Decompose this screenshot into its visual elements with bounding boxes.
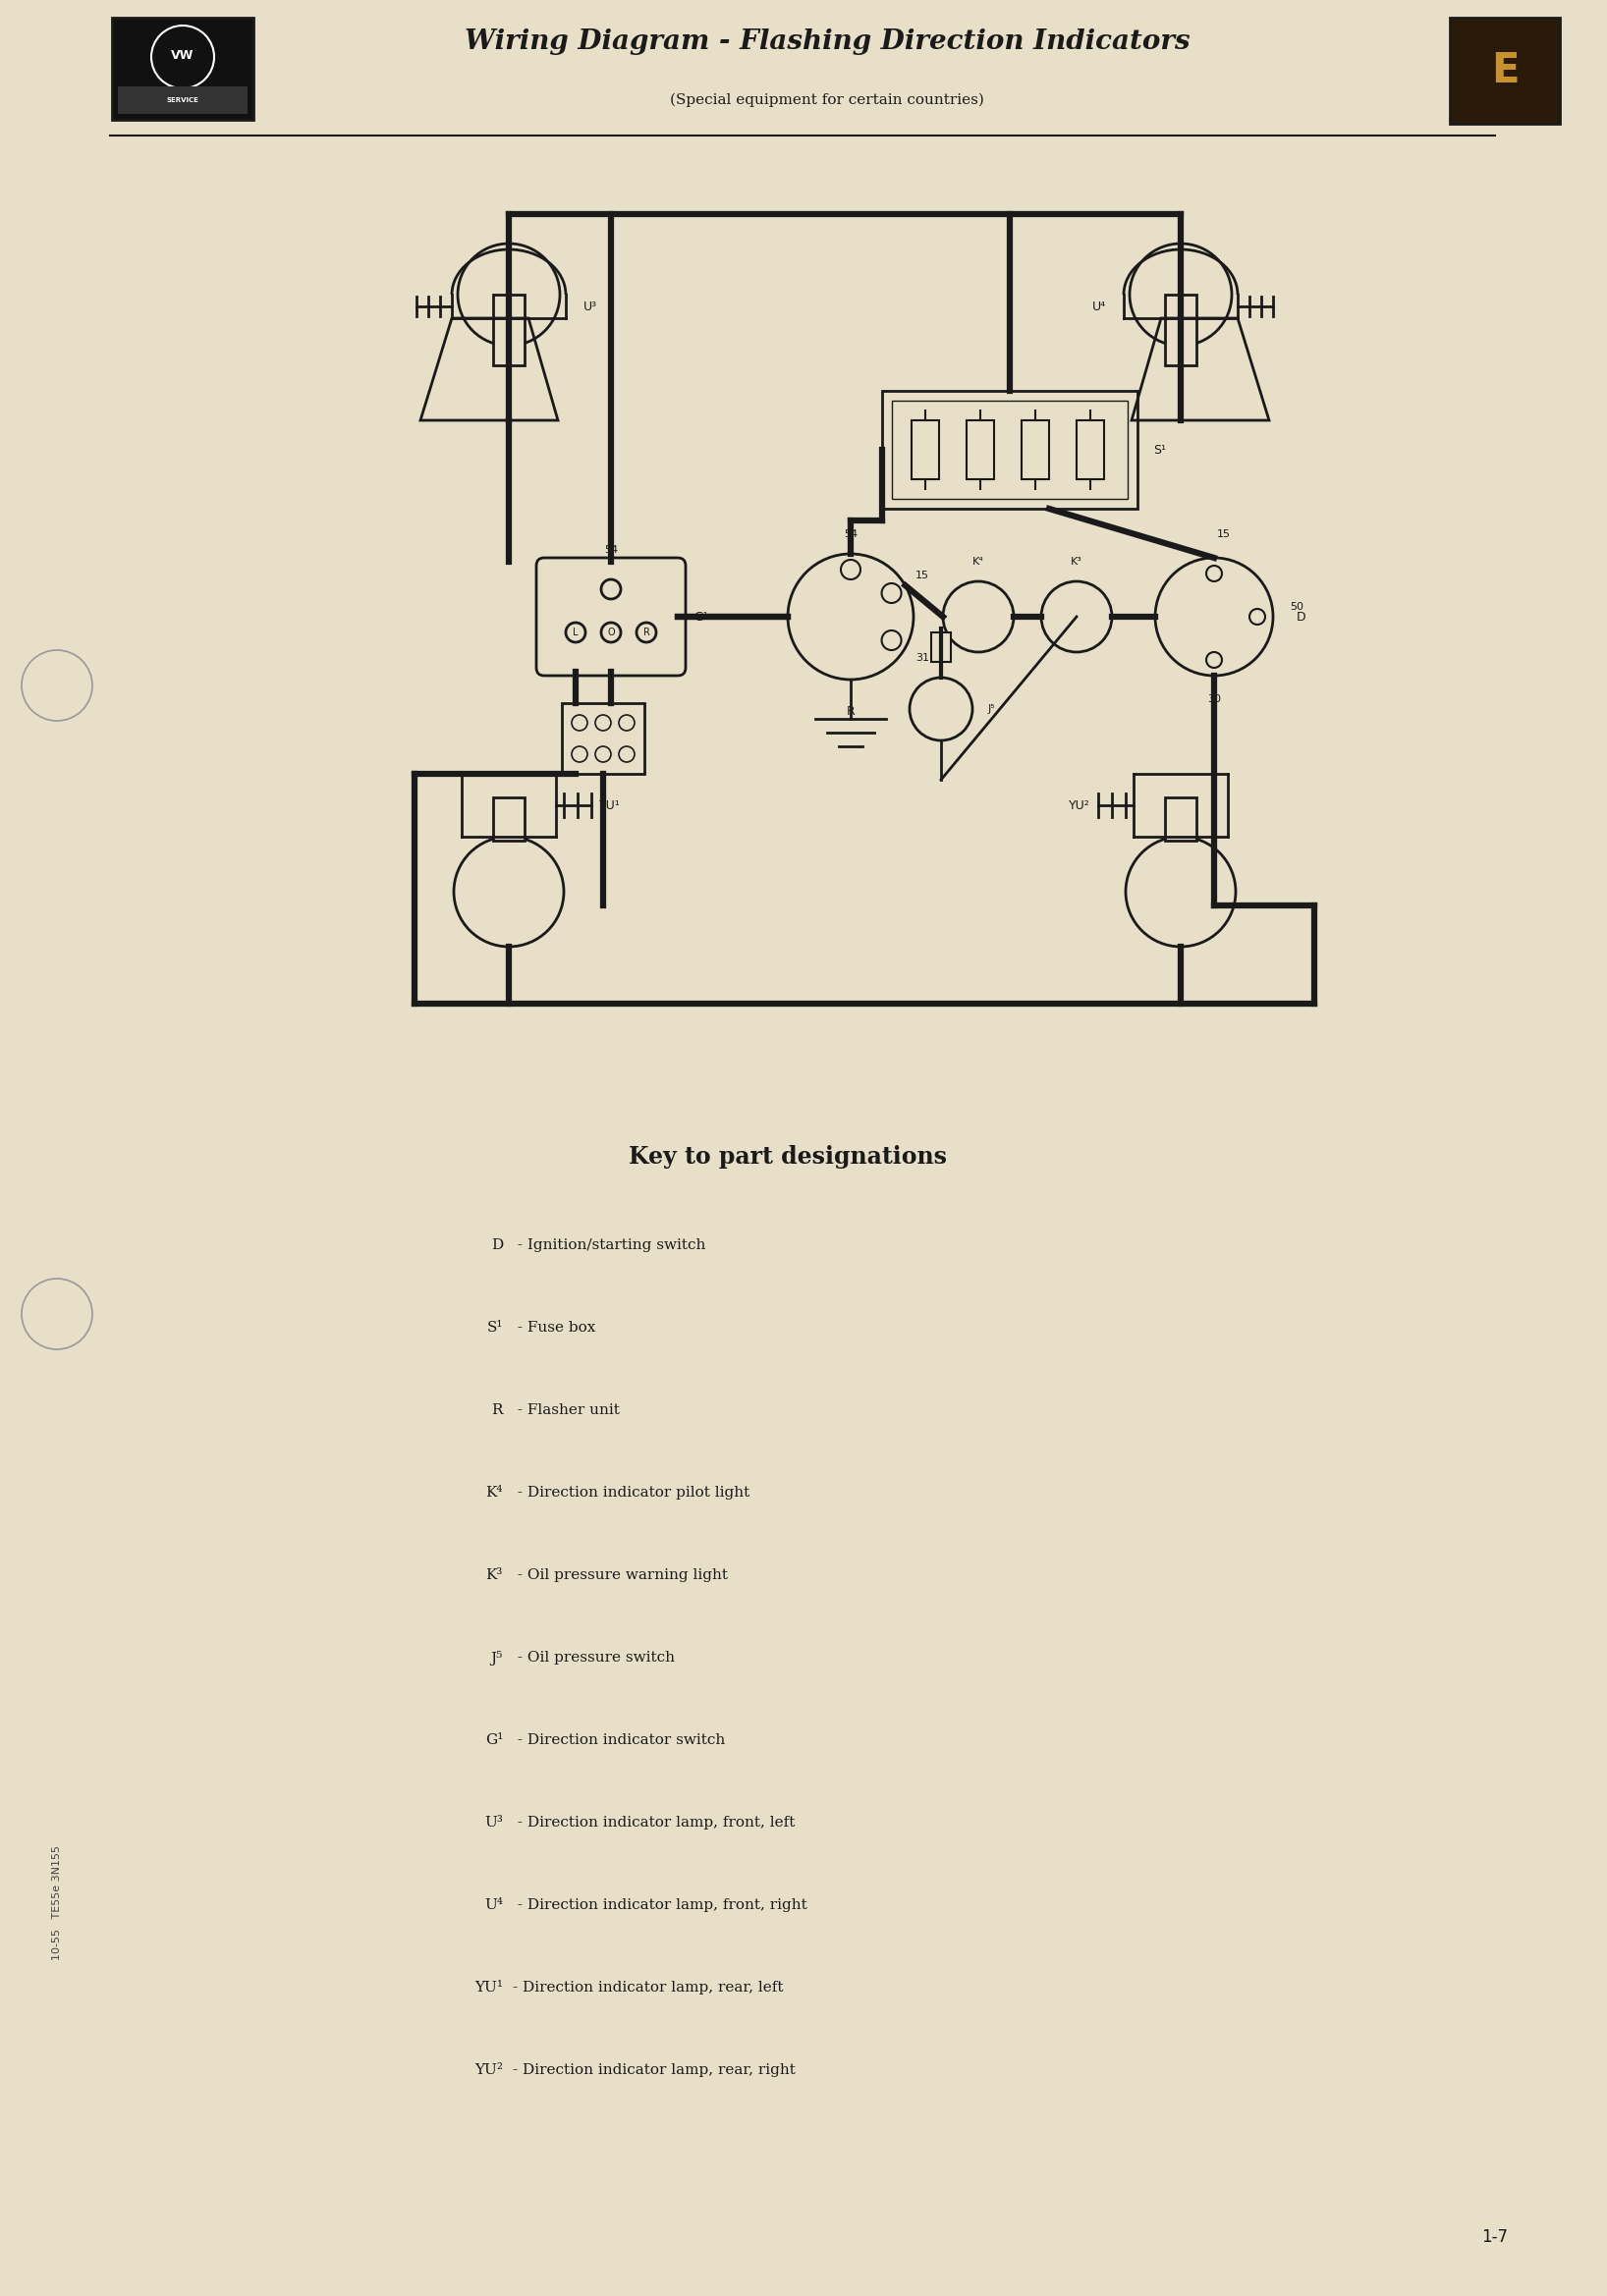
Text: S¹: S¹	[487, 1320, 503, 1334]
Text: - Oil pressure switch: - Oil pressure switch	[513, 1651, 675, 1665]
FancyBboxPatch shape	[112, 18, 254, 119]
Bar	[1077, 420, 1104, 480]
Text: - Direction indicator switch: - Direction indicator switch	[513, 1733, 725, 1747]
Text: 30: 30	[1207, 693, 1221, 705]
Circle shape	[601, 622, 620, 643]
Bar	[1022, 420, 1049, 480]
Circle shape	[566, 622, 585, 643]
Text: K⁴: K⁴	[485, 1486, 503, 1499]
Circle shape	[21, 650, 92, 721]
Text: YU²: YU²	[474, 2064, 503, 2078]
Text: YU¹: YU¹	[599, 799, 620, 813]
Text: - Direction indicator lamp, front, left: - Direction indicator lamp, front, left	[513, 1816, 795, 1830]
Text: K³: K³	[485, 1568, 503, 1582]
Text: 31: 31	[916, 652, 929, 664]
Text: J⁵: J⁵	[988, 705, 996, 714]
Text: 15: 15	[1216, 530, 1231, 540]
Text: VW: VW	[172, 48, 194, 62]
Text: U³: U³	[583, 301, 598, 312]
Bar	[493, 797, 524, 840]
Text: D: D	[490, 1238, 503, 1251]
Circle shape	[1207, 652, 1221, 668]
Circle shape	[572, 746, 588, 762]
Circle shape	[595, 746, 611, 762]
Text: YU¹: YU¹	[474, 1981, 503, 1995]
Text: - Direction indicator pilot light: - Direction indicator pilot light	[513, 1486, 750, 1499]
Bar	[1450, 18, 1560, 124]
Text: G¹: G¹	[485, 1733, 503, 1747]
Text: - Direction indicator lamp, front, right: - Direction indicator lamp, front, right	[513, 1899, 807, 1913]
Text: 1-7: 1-7	[1482, 2227, 1509, 2245]
Text: - Direction indicator lamp, rear, left: - Direction indicator lamp, rear, left	[513, 1981, 783, 1995]
Text: 50: 50	[1290, 602, 1303, 611]
Text: SERVICE: SERVICE	[167, 96, 199, 103]
Text: S¹: S¹	[1154, 443, 1167, 457]
Bar	[930, 631, 951, 661]
Bar	[117, 87, 247, 115]
Text: - Direction indicator lamp, rear, right: - Direction indicator lamp, rear, right	[513, 2064, 795, 2078]
Circle shape	[1207, 565, 1221, 581]
Circle shape	[882, 583, 902, 604]
Circle shape	[840, 560, 860, 579]
Text: O: O	[607, 627, 615, 638]
Text: - Fuse box: - Fuse box	[513, 1320, 596, 1334]
Circle shape	[21, 1279, 92, 1350]
Text: - Ignition/starting switch: - Ignition/starting switch	[513, 1238, 705, 1251]
Bar	[1165, 797, 1196, 840]
Text: U⁴: U⁴	[484, 1899, 503, 1913]
Circle shape	[572, 714, 588, 730]
Text: 10-55   TE55e 3N155: 10-55 TE55e 3N155	[51, 1846, 63, 1961]
Text: K⁴: K⁴	[972, 558, 983, 567]
Text: U⁴: U⁴	[1093, 301, 1106, 312]
Text: 15: 15	[916, 572, 929, 581]
Text: Wiring Diagram - Flashing Direction Indicators: Wiring Diagram - Flashing Direction Indi…	[464, 28, 1189, 55]
Circle shape	[636, 622, 656, 643]
Bar	[882, 390, 1138, 510]
Bar	[1165, 294, 1196, 365]
Text: Key to part designations: Key to part designations	[628, 1146, 947, 1169]
Text: E: E	[1491, 51, 1519, 92]
Circle shape	[619, 714, 635, 730]
Text: K³: K³	[1070, 558, 1083, 567]
FancyBboxPatch shape	[537, 558, 686, 675]
Bar	[966, 420, 995, 480]
Text: - Oil pressure warning light: - Oil pressure warning light	[513, 1568, 728, 1582]
Circle shape	[1250, 608, 1265, 625]
Text: L: L	[574, 627, 579, 638]
Text: D: D	[1297, 611, 1306, 622]
Text: - Flasher unit: - Flasher unit	[513, 1403, 620, 1417]
Bar	[892, 402, 1128, 498]
Text: (Special equipment for certain countries): (Special equipment for certain countries…	[670, 94, 983, 108]
Text: 54: 54	[844, 530, 858, 540]
Bar	[562, 703, 644, 774]
Circle shape	[619, 746, 635, 762]
Text: J⁵: J⁵	[490, 1651, 503, 1665]
Text: U³: U³	[484, 1816, 503, 1830]
Text: R: R	[492, 1403, 503, 1417]
Text: R: R	[643, 627, 649, 638]
Circle shape	[595, 714, 611, 730]
Circle shape	[601, 579, 620, 599]
Text: R: R	[847, 705, 855, 716]
Circle shape	[882, 631, 902, 650]
Bar	[493, 294, 524, 365]
Bar	[911, 420, 938, 480]
Text: 54: 54	[604, 544, 619, 556]
Text: YU²: YU²	[1069, 799, 1090, 813]
Text: G¹: G¹	[694, 611, 709, 622]
